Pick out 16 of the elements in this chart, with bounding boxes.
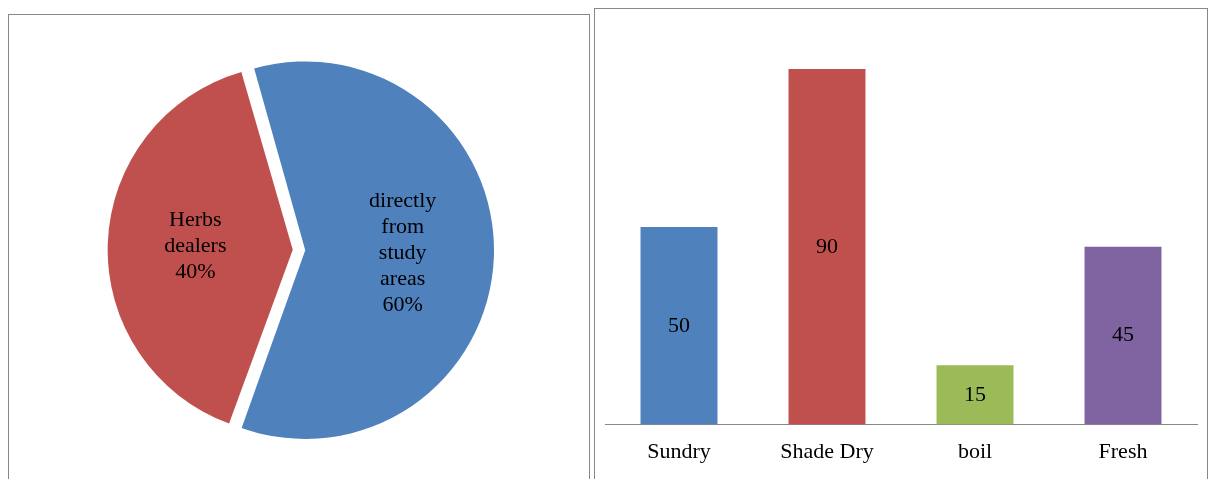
x-tick-label: Fresh bbox=[1098, 437, 1148, 463]
bar bbox=[936, 365, 1014, 425]
data-label: 45 bbox=[1112, 321, 1134, 347]
x-tick-label: boil bbox=[957, 437, 993, 463]
data-label: 40% bbox=[175, 258, 216, 284]
bar bbox=[640, 227, 718, 425]
slice-label: directly from study areas bbox=[369, 187, 437, 291]
slice-label: Herbs dealers bbox=[164, 206, 227, 258]
data-label: 15 bbox=[964, 380, 986, 406]
bar bbox=[788, 69, 866, 425]
x-tick-label: Shade Dry bbox=[780, 437, 874, 463]
data-label: 90 bbox=[816, 232, 838, 258]
data-label: 60% bbox=[382, 291, 423, 317]
x-tick-label: Sundry bbox=[647, 437, 711, 463]
data-label: 50 bbox=[668, 311, 690, 337]
bar bbox=[1084, 246, 1162, 425]
